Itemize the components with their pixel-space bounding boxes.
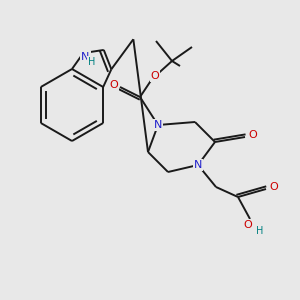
Text: O: O (110, 80, 118, 90)
Text: H: H (256, 226, 264, 236)
Text: N: N (81, 52, 89, 62)
Text: O: O (151, 71, 159, 81)
Text: N: N (194, 160, 202, 170)
Text: O: O (270, 182, 278, 192)
Text: O: O (244, 220, 252, 230)
Text: N: N (154, 120, 162, 130)
Text: H: H (88, 57, 95, 67)
Text: O: O (249, 130, 257, 140)
